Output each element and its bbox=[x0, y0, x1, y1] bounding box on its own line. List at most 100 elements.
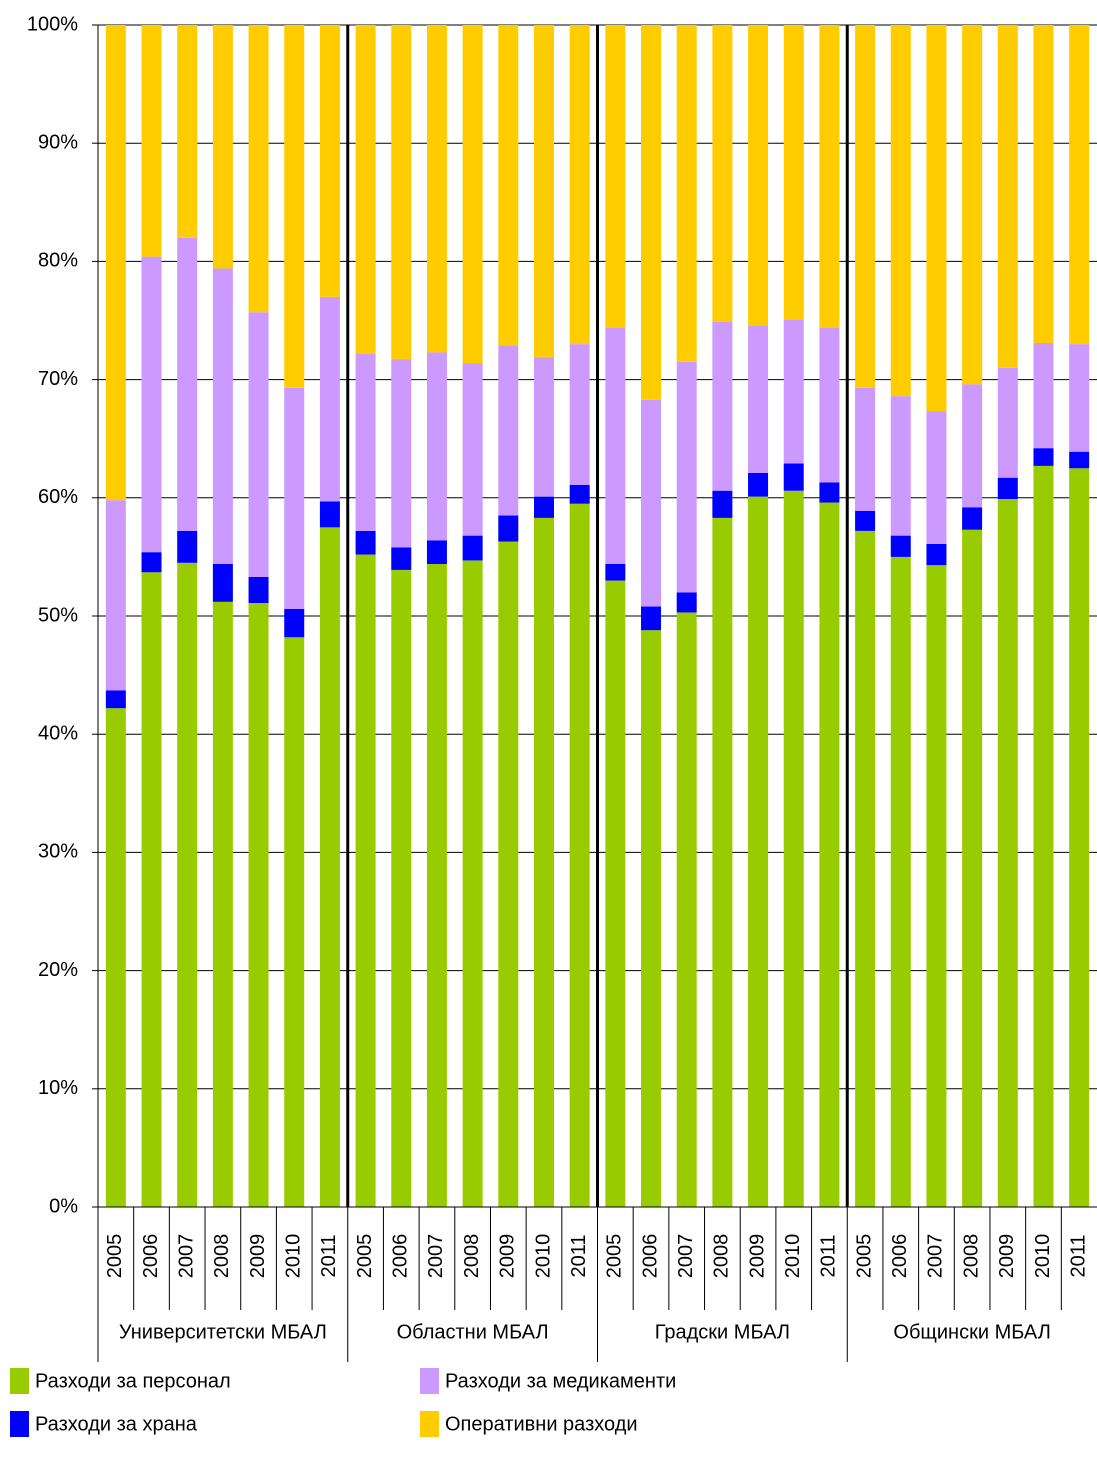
group-label: Университетски МБАЛ bbox=[119, 1321, 327, 1343]
x-tick-label: 2006 bbox=[390, 1234, 412, 1279]
bar-segment bbox=[248, 602, 269, 1207]
bar-segment bbox=[319, 501, 340, 528]
bar-segment bbox=[212, 268, 233, 564]
bar-segment bbox=[962, 384, 983, 508]
bar-segment bbox=[284, 637, 305, 1207]
bar-segment bbox=[569, 503, 590, 1208]
bar-segment bbox=[105, 25, 126, 501]
legend-swatch bbox=[10, 1411, 29, 1437]
bar-segment bbox=[997, 25, 1018, 368]
bar-segment bbox=[748, 496, 769, 1207]
y-tick-label: 90% bbox=[38, 131, 78, 153]
bar-segment bbox=[997, 477, 1018, 499]
legend-swatch bbox=[420, 1368, 439, 1394]
bar-segment bbox=[890, 25, 911, 397]
x-tick-label: 2006 bbox=[639, 1234, 661, 1279]
x-tick-label: 2009 bbox=[996, 1234, 1018, 1279]
bar-segment bbox=[426, 540, 447, 564]
x-tick-label: 2007 bbox=[425, 1234, 447, 1279]
x-tick-label: 2006 bbox=[889, 1234, 911, 1279]
bar-segment bbox=[105, 690, 126, 709]
bar-segment bbox=[1069, 451, 1090, 469]
x-tick-label: 2006 bbox=[140, 1234, 162, 1279]
bar-segment bbox=[783, 463, 804, 491]
bar-segment bbox=[962, 529, 983, 1207]
bar-segment bbox=[355, 353, 376, 531]
bar-segment bbox=[605, 327, 626, 564]
bar-segment bbox=[962, 507, 983, 530]
y-tick-label: 50% bbox=[38, 604, 78, 626]
x-tick-label: 2009 bbox=[746, 1234, 768, 1279]
bar-segment bbox=[141, 572, 162, 1207]
bar-segment bbox=[533, 517, 554, 1207]
bar-segment bbox=[141, 25, 162, 257]
bar-segment bbox=[248, 312, 269, 577]
y-tick-label: 100% bbox=[27, 13, 78, 35]
legend-swatch bbox=[10, 1368, 29, 1394]
bar-segment bbox=[569, 484, 590, 504]
legend-label: Разходи за персонал bbox=[35, 1370, 231, 1392]
bar-segment bbox=[355, 554, 376, 1207]
y-tick-label: 30% bbox=[38, 841, 78, 863]
bar-segment bbox=[105, 500, 126, 691]
x-tick-label: 2008 bbox=[461, 1234, 483, 1279]
group-label: Градски МБАЛ bbox=[655, 1321, 790, 1343]
y-tick-label: 80% bbox=[38, 250, 78, 272]
bar-segment bbox=[177, 530, 198, 563]
bar-segment bbox=[462, 363, 483, 536]
bar-segment bbox=[355, 530, 376, 555]
x-tick-label: 2007 bbox=[925, 1234, 947, 1279]
bar-segment bbox=[391, 25, 412, 360]
bar-segment bbox=[605, 563, 626, 581]
bar-segment bbox=[748, 25, 769, 326]
bar-segment bbox=[248, 576, 269, 603]
bar-segment bbox=[212, 563, 233, 602]
x-tick-label: 2008 bbox=[960, 1234, 982, 1279]
bar-segment bbox=[605, 25, 626, 328]
legend-swatch bbox=[420, 1411, 439, 1437]
x-tick-label: 2005 bbox=[853, 1234, 875, 1279]
bar-segment bbox=[319, 296, 340, 502]
bar-segment bbox=[819, 25, 840, 328]
bar-segment bbox=[248, 25, 269, 313]
bar-segment bbox=[426, 563, 447, 1207]
bar-segment bbox=[1033, 342, 1054, 449]
bar-segment bbox=[676, 592, 697, 613]
bar-segment bbox=[748, 472, 769, 497]
bar-segment bbox=[498, 515, 519, 542]
bar-segment bbox=[819, 327, 840, 483]
bar-segment bbox=[498, 25, 519, 346]
bar-segment bbox=[426, 352, 447, 541]
x-tick-label: 2010 bbox=[1032, 1234, 1054, 1279]
x-tick-label: 2005 bbox=[604, 1234, 626, 1279]
bar-segment bbox=[533, 357, 554, 497]
bar-segment bbox=[962, 25, 983, 385]
bar-segment bbox=[855, 387, 876, 511]
bar-segment bbox=[319, 25, 340, 297]
bar-segment bbox=[926, 411, 947, 544]
bar-segment bbox=[177, 237, 198, 531]
bar-segment bbox=[783, 25, 804, 320]
bar-segment bbox=[462, 560, 483, 1207]
bar-segment bbox=[319, 527, 340, 1207]
x-tick-label: 2010 bbox=[283, 1234, 305, 1279]
bar-segment bbox=[819, 482, 840, 503]
bar-segment bbox=[712, 321, 733, 491]
bar-segment bbox=[676, 25, 697, 362]
x-tick-label: 2005 bbox=[104, 1234, 126, 1279]
bar-segment bbox=[1033, 25, 1054, 343]
bar-segment bbox=[712, 25, 733, 322]
bar-segment bbox=[569, 25, 590, 345]
bar-segment bbox=[605, 580, 626, 1207]
bar-segment bbox=[1069, 468, 1090, 1207]
bar-segment bbox=[533, 25, 554, 358]
legend-label: Оперативни разходи bbox=[445, 1413, 638, 1435]
bar-segment bbox=[712, 490, 733, 518]
legend-label: Разходи за храна bbox=[35, 1413, 198, 1435]
bar-segment bbox=[855, 25, 876, 388]
bar-segment bbox=[748, 325, 769, 473]
y-tick-label: 40% bbox=[38, 722, 78, 744]
bar-segment bbox=[712, 517, 733, 1207]
bar-segment bbox=[498, 541, 519, 1207]
